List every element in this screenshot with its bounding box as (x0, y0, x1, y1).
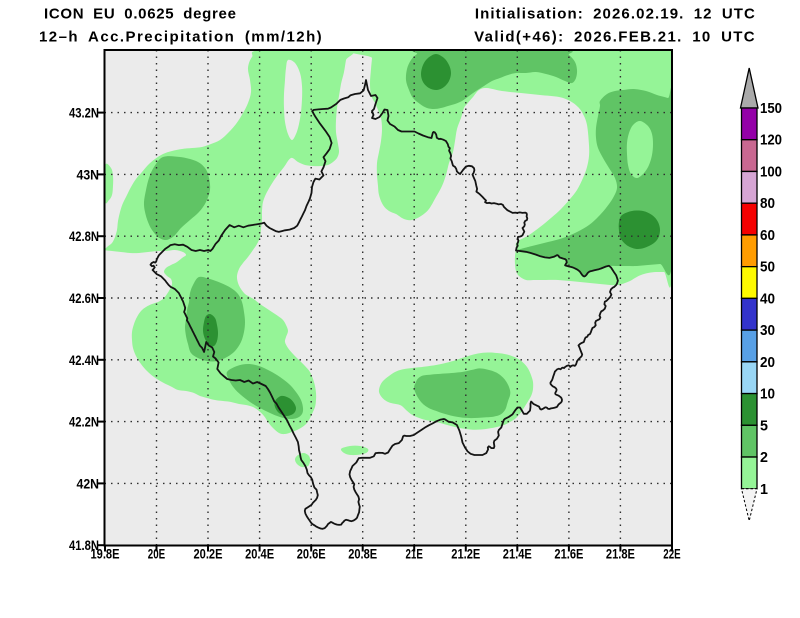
svg-text:30: 30 (760, 323, 775, 339)
svg-text:20.2E: 20.2E (194, 546, 223, 562)
svg-text:21.6E: 21.6E (554, 546, 583, 562)
svg-text:12–h Acc.Precipitation (mm/12h: 12–h Acc.Precipitation (mm/12h) (39, 29, 323, 46)
svg-text:43N: 43N (77, 166, 100, 182)
svg-text:20: 20 (760, 355, 775, 371)
svg-text:42.4N: 42.4N (69, 352, 99, 368)
svg-text:120: 120 (760, 133, 782, 149)
svg-text:100: 100 (760, 165, 782, 181)
svg-text:41.8N: 41.8N (69, 537, 99, 553)
svg-text:60: 60 (760, 228, 775, 244)
svg-text:21.2E: 21.2E (451, 546, 480, 562)
svg-text:1: 1 (760, 482, 768, 498)
svg-text:21.4E: 21.4E (503, 546, 532, 562)
svg-text:22E: 22E (663, 546, 680, 562)
svg-text:2: 2 (760, 450, 768, 466)
svg-text:150: 150 (760, 101, 782, 117)
svg-text:80: 80 (760, 196, 775, 212)
svg-text:42.2N: 42.2N (69, 414, 99, 430)
svg-text:43.2N: 43.2N (69, 105, 99, 121)
svg-text:21.8E: 21.8E (606, 546, 635, 562)
svg-text:ICON EU 0.0625 degree: ICON EU 0.0625 degree (44, 6, 237, 23)
svg-text:20E: 20E (148, 546, 165, 562)
svg-text:40: 40 (760, 291, 775, 307)
svg-text:19.8E: 19.8E (91, 546, 120, 562)
svg-text:20.8E: 20.8E (348, 546, 377, 562)
svg-text:5: 5 (760, 418, 768, 434)
svg-text:20.6E: 20.6E (297, 546, 326, 562)
svg-text:Initialisation: 2026.02.19. 12: Initialisation: 2026.02.19. 12 UTC (475, 6, 756, 23)
svg-text:50: 50 (760, 260, 775, 276)
svg-text:21E: 21E (406, 546, 423, 562)
svg-text:42.8N: 42.8N (69, 228, 99, 244)
svg-text:20.4E: 20.4E (245, 546, 274, 562)
svg-text:42.6N: 42.6N (69, 290, 99, 306)
svg-text:42N: 42N (77, 475, 100, 491)
svg-text:Valid(+46): 2026.FEB.21. 10 UT: Valid(+46): 2026.FEB.21. 10 UTC (474, 29, 756, 46)
svg-text:10: 10 (760, 387, 775, 403)
